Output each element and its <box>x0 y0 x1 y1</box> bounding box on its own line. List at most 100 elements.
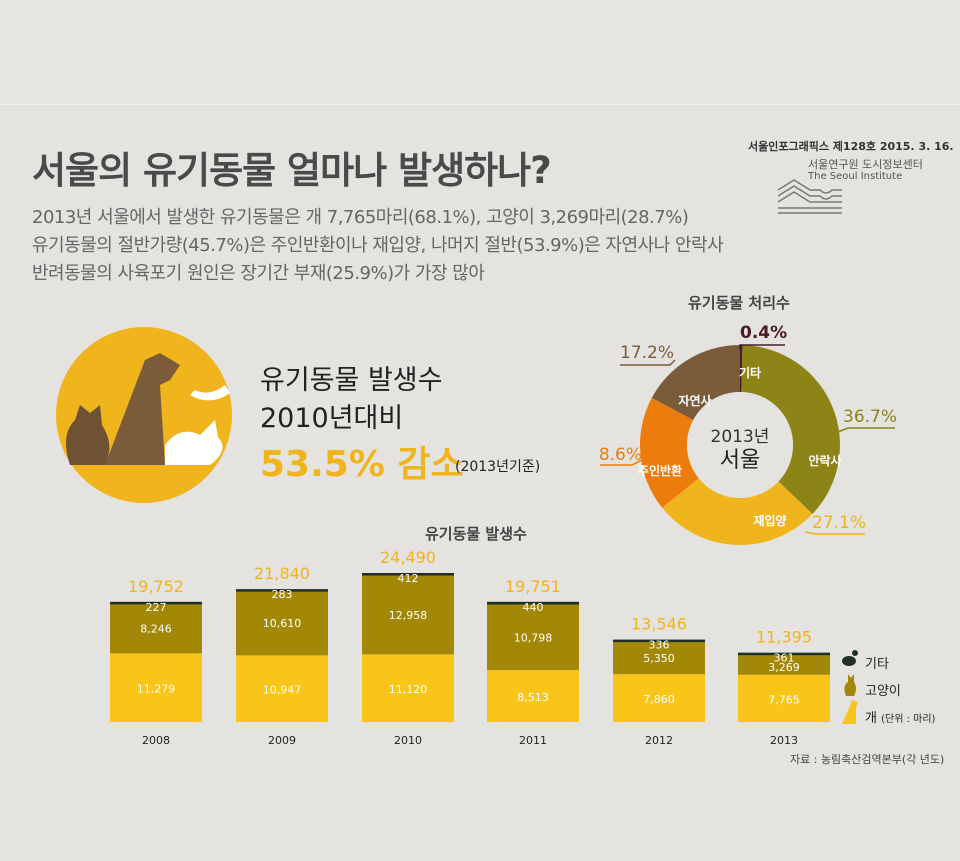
bar-segment-cat <box>613 641 705 675</box>
legend-dog-label: 개 <box>865 711 877 726</box>
slice-euthanasia <box>741 345 840 514</box>
bar-total-label: 11,395 <box>756 628 812 647</box>
hero-label: 유기동물 발생수 <box>260 365 443 396</box>
x-tick-label: 2013 <box>770 734 798 747</box>
institute-logo-icon <box>777 179 842 214</box>
bar-segment-dog <box>110 653 202 722</box>
slice-name-label: 주인반환 <box>638 463 682 478</box>
dog-silhouette-icon <box>105 353 180 465</box>
callout-line <box>837 427 895 433</box>
institute-name-en: The Seoul Institute <box>808 171 903 182</box>
slice-name-label: 재입양 <box>753 513 786 528</box>
animals-illustration <box>56 327 232 503</box>
callout-line <box>739 344 785 350</box>
bar-segment-dog <box>236 655 328 722</box>
slice-percent-label: 27.1% <box>812 513 866 533</box>
legend-other: 기타 <box>865 657 889 672</box>
callout-line <box>600 459 643 466</box>
bar-value-label: 412 <box>398 572 419 585</box>
x-tick-label: 2012 <box>645 734 673 747</box>
page-title: 서울의 유기동물 얼마나 발생하나? <box>32 149 552 192</box>
callout-line <box>620 359 676 366</box>
bar-total-label: 24,490 <box>380 548 436 567</box>
bar-segment-cat <box>236 590 328 656</box>
bar-value-label: 361 <box>774 652 795 665</box>
bar-value-label: 11,279 <box>137 683 176 696</box>
bar-value-label: 10,798 <box>514 631 553 644</box>
subtitle-line: 2013년 서울에서 발생한 유기동물은 개 7,765마리(68.1%), 고… <box>32 207 689 228</box>
bar-value-label: 8,513 <box>517 691 549 704</box>
bar-value-label: 11,120 <box>389 683 428 696</box>
x-tick-label: 2010 <box>394 734 422 747</box>
bar-value-label: 7,860 <box>643 693 675 706</box>
subtitle-line: 유기동물의 절반가량(45.7%)은 주인반환이나 재입양, 나머지 절반(53… <box>32 235 724 256</box>
donut-center-city: 서울 <box>720 448 760 473</box>
legend-dog: 개 (단위 : 마리) <box>865 707 935 726</box>
bar-segment-other <box>110 601 202 605</box>
slice-percent-label: 18.6% <box>600 445 642 465</box>
bar-value-label: 440 <box>523 601 544 614</box>
donut-title: 유기동물 처리수 <box>688 294 790 312</box>
bar-chart-title: 유기동물 발생수 <box>425 525 527 543</box>
bar-segment-other <box>236 589 328 592</box>
bar-segment-cat <box>487 604 579 671</box>
series-info: 서울인포그래픽스 제128호 2015. 3. 16. <box>748 140 954 153</box>
cat-silhouette-icon <box>66 405 110 465</box>
bar-total-label: 19,751 <box>505 577 561 596</box>
stacked-bar-chart: 11,279 8,246 227 19,752 2008 10,947 10,610 283 2… <box>110 548 830 747</box>
bar-value-label: 227 <box>146 601 167 614</box>
bar-value-label: 8,246 <box>140 622 172 635</box>
donut-center-year: 2013년 <box>711 427 770 447</box>
bar-segment-other <box>487 601 579 605</box>
bar-segment-dog <box>487 670 579 722</box>
bar-segment-dog <box>362 654 454 722</box>
x-tick-label: 2011 <box>519 734 547 747</box>
cat-icon <box>844 674 856 696</box>
slice-returned <box>640 397 699 508</box>
bar-segment-other <box>613 639 705 643</box>
slice-name-label: 안락사 <box>808 453 841 468</box>
slice-name-label: 자연사 <box>678 393 711 408</box>
bar-total-label: 19,752 <box>128 577 184 596</box>
slice-percent-label: 0.4% <box>740 323 787 343</box>
bar-segment-dog <box>613 674 705 722</box>
hero-comparison: 2010년대비 <box>260 403 404 434</box>
unit-note: (단위 : 마리) <box>881 714 936 725</box>
bar-value-label: 5,350 <box>643 652 675 665</box>
x-tick-label: 2009 <box>268 734 296 747</box>
bar-value-label: 283 <box>272 588 293 601</box>
slice-name-label: 기타 <box>739 365 761 380</box>
hero-note: (2013년기준) <box>455 459 541 475</box>
legend-cat: 고양이 <box>865 684 901 699</box>
hero-percent: 53.5% 감소 <box>260 444 464 485</box>
slice-etc <box>740 345 743 393</box>
bar-value-label: 10,947 <box>263 684 302 697</box>
bar-value-label: 7,765 <box>768 693 800 706</box>
bar-segment-cat <box>110 603 202 654</box>
bar-total-label: 21,840 <box>254 564 310 583</box>
source-note: 자료 : 농림축산검역본부(각 년도) <box>790 753 945 766</box>
bar-segment-dog <box>738 674 830 722</box>
slice-percent-label: 36.7% <box>843 407 897 427</box>
bar-value-label: 10,610 <box>263 617 302 630</box>
bar-segment-cat <box>738 654 830 675</box>
x-tick-label: 2008 <box>142 734 170 747</box>
bar-value-label: 3,269 <box>768 661 800 674</box>
bar-value-label: 336 <box>649 639 670 652</box>
callout-line <box>804 531 865 535</box>
bar-total-label: 13,546 <box>631 615 687 634</box>
bar-segment-cat <box>362 575 454 655</box>
top-band <box>0 0 960 105</box>
donut-hole <box>687 392 793 498</box>
slice-percent-label: 17.2% <box>620 343 674 363</box>
bar-segment-other <box>362 573 454 576</box>
bird-silhouette-icon <box>190 385 230 401</box>
slice-natural <box>651 345 740 421</box>
bar-value-label: 12,958 <box>389 609 428 622</box>
slice-adoption <box>662 478 813 545</box>
bar-segment-other <box>738 652 830 656</box>
dog-icon <box>842 700 858 724</box>
rabbit-silhouette-icon <box>165 420 223 465</box>
institute-name-ko: 서울연구원 도시정보센터 <box>808 158 923 171</box>
